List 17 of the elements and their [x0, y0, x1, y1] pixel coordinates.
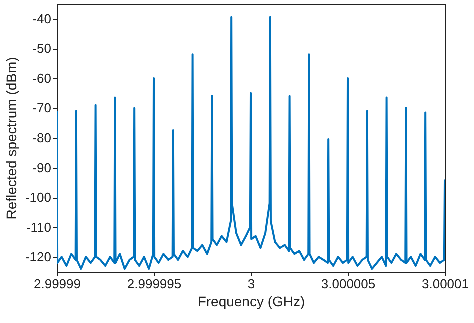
y-tick-label: -60 [32, 70, 52, 86]
x-tick-label: 2.99999 [34, 276, 81, 292]
x-axis-title: Frequency (GHz) [198, 294, 306, 310]
y-tick-label: -100 [25, 190, 52, 206]
y-tick-label: -120 [25, 250, 52, 265]
y-axis-title: Reflected spectrum (dBm) [3, 57, 20, 220]
y-tick-label: -40 [32, 11, 52, 26]
y-tick-label: -90 [32, 160, 52, 176]
y-tick-label: -50 [32, 41, 52, 56]
x-tick-label: 3.000005 [321, 276, 376, 292]
y-tick-label: -80 [32, 130, 52, 146]
y-tick-label: -70 [32, 100, 52, 116]
x-tick-label: 3 [248, 276, 256, 292]
y-tick-label: -110 [26, 220, 52, 235]
x-tick-label: 3.00001 [422, 276, 469, 292]
x-tick-label: 2.999995 [127, 276, 182, 292]
line-series [57, 16, 445, 270]
